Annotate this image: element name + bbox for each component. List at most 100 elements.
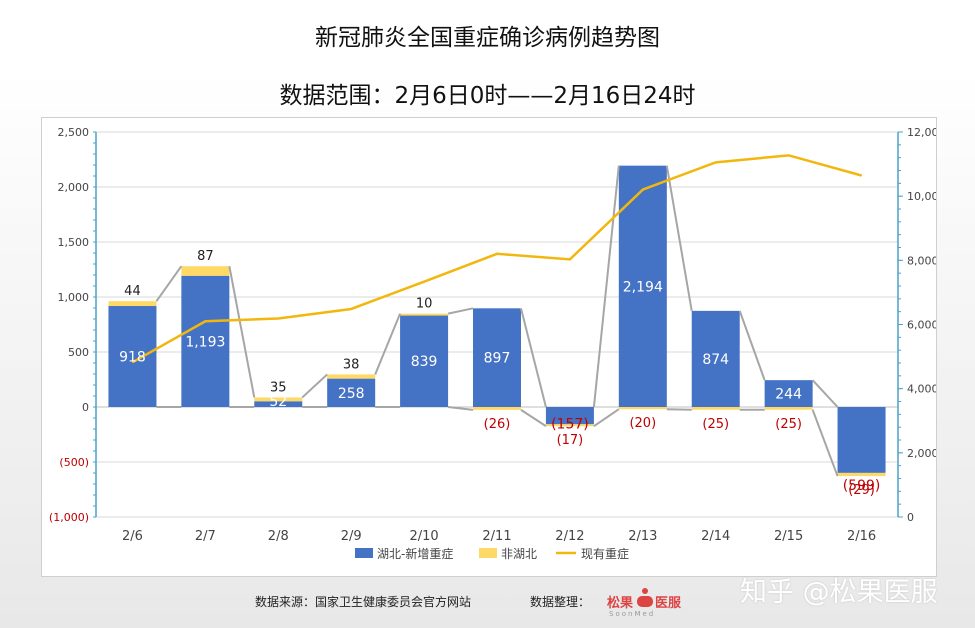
combo-chart: (1,000) (500) 0 500 1,000 1,500 2,000 2,500 0 2,0… — [49, 126, 936, 561]
bar-hubei — [181, 275, 230, 407]
data-label-non-hubei: (25) — [775, 417, 802, 432]
bar-non-hubei — [764, 407, 813, 410]
y-left-tick-label: 1,000 — [58, 291, 90, 304]
legend-label-hubei: 湖北-新增重症 — [377, 546, 453, 561]
logo-pot-icon — [637, 588, 653, 607]
y-right-tick-label: 6,000 — [907, 319, 936, 332]
x-tick-label: 2/11 — [482, 529, 511, 544]
bar-non-hubei — [327, 374, 376, 379]
legend-label-non-hubei: 非湖北 — [501, 546, 537, 561]
y-right-tick-label: 2,000 — [907, 447, 936, 460]
y-right-tick-label: 12,000 — [907, 126, 936, 139]
y-right-tick-label: 4,000 — [907, 383, 936, 396]
connector-line — [592, 165, 620, 408]
x-tick-label: 2/10 — [409, 529, 438, 544]
x-tick-label: 2/8 — [268, 529, 289, 544]
x-tick-label: 2/9 — [341, 529, 362, 544]
y-left-tick-label: 500 — [68, 346, 89, 359]
chart-subtitle: 数据范围：2月6日0时——2月16日24时 — [279, 83, 696, 109]
y-right-tick-label: 8,000 — [907, 254, 936, 267]
watermark: 知乎 @松果医服 — [740, 577, 938, 608]
data-label-hubei: 897 — [484, 351, 511, 367]
y-right-tick-label: 10,000 — [907, 190, 936, 203]
connector-line — [520, 308, 547, 408]
x-tick-label: 2/13 — [628, 529, 657, 544]
y-left-tick-label: (500) — [59, 456, 89, 469]
bar-hubei — [400, 314, 449, 407]
line-point — [131, 361, 133, 363]
connector-line — [301, 373, 328, 399]
data-label-non-hubei: (25) — [702, 417, 729, 432]
connector-line — [374, 313, 402, 375]
bar-hubei — [327, 378, 376, 407]
bar-non-hubei — [108, 301, 157, 307]
data-label-hubei: 1,193 — [185, 334, 225, 350]
bar-non-hubei — [254, 397, 303, 402]
data-label-non-hubei: (26) — [484, 417, 511, 432]
connector-line — [666, 408, 692, 411]
data-label-hubei: 2,194 — [623, 279, 663, 295]
logo-text: 松果 — [607, 596, 634, 611]
data-label-non-hubei: 44 — [124, 284, 141, 299]
y-left-tick-label: 1,500 — [58, 236, 90, 249]
y-left-tick-label: 2,500 — [58, 126, 90, 139]
connector-line — [155, 265, 183, 302]
x-tick-label: 2/6 — [122, 529, 143, 544]
bar-hubei — [473, 308, 521, 407]
x-tick-label: 2/12 — [555, 529, 584, 544]
line-point — [496, 253, 498, 255]
y-left-tick-label: 2,000 — [58, 181, 90, 194]
data-label-non-hubei: 10 — [416, 297, 433, 312]
connector-line — [228, 266, 256, 398]
bar-non-hubei — [618, 407, 667, 410]
line-point — [277, 317, 279, 319]
data-label-hubei: 918 — [119, 350, 146, 366]
bar-hubei — [108, 306, 157, 407]
x-tick-label: 2/7 — [195, 529, 216, 544]
logo-text-2: 医服 — [655, 596, 682, 611]
data-label-non-hubei: 38 — [343, 357, 360, 372]
bar-non-hubei — [545, 424, 594, 427]
line-point — [861, 175, 863, 177]
line-point — [423, 281, 425, 283]
connector-line — [447, 307, 474, 315]
bar-hubei — [764, 380, 813, 407]
line-point — [204, 320, 206, 322]
data-label-non-hubei: (20) — [629, 416, 656, 431]
data-label-hubei: (599) — [843, 478, 881, 494]
bar-non-hubei — [837, 472, 886, 477]
data-label-hubei: (157) — [551, 416, 589, 432]
bar-non-hubei — [400, 313, 449, 316]
bar-non-hubei — [691, 407, 740, 410]
data-label-hubei: 874 — [702, 352, 729, 368]
x-tick-label: 2/16 — [847, 529, 876, 544]
data-label-non-hubei: (17) — [557, 433, 584, 448]
chart-panel: (1,000) (500) 0 500 1,000 1,500 2,000 2,500 0 2,0… — [41, 117, 937, 577]
bar-non-hubei — [473, 407, 521, 410]
connector-line — [593, 408, 620, 427]
line-point — [788, 154, 790, 156]
connector-line — [811, 409, 839, 477]
data-label-hubei: 52 — [269, 394, 287, 410]
connector-line — [811, 379, 839, 408]
data-label-hubei: 244 — [775, 387, 802, 403]
connector-line — [738, 310, 766, 381]
line-point — [569, 258, 571, 260]
x-tick-label: 2/14 — [701, 529, 730, 544]
data-source: 数据来源：国家卫生健康委员会官方网站 — [255, 595, 472, 609]
bar-hubei — [691, 310, 740, 407]
connector-line — [520, 409, 547, 427]
legend-swatch-hubei — [355, 548, 373, 558]
connector-line — [447, 406, 474, 411]
y-left-tick-label: 0 — [82, 401, 89, 414]
connector-line — [665, 165, 693, 312]
chart-title: 新冠肺炎全国重症确诊病例趋势图 — [315, 25, 660, 51]
bar-hubei — [545, 407, 594, 425]
legend-swatch-non-hubei — [479, 548, 497, 558]
soonmed-logo: 松果 医服 SoonMed — [607, 586, 687, 622]
data-label-non-hubei: (29) — [848, 483, 875, 498]
y-left-tick-label: (1,000) — [49, 511, 89, 524]
logo-subtext: SoonMed — [609, 610, 656, 618]
data-label-hubei: 839 — [411, 354, 438, 370]
y-right-tick-label: 0 — [907, 511, 914, 524]
